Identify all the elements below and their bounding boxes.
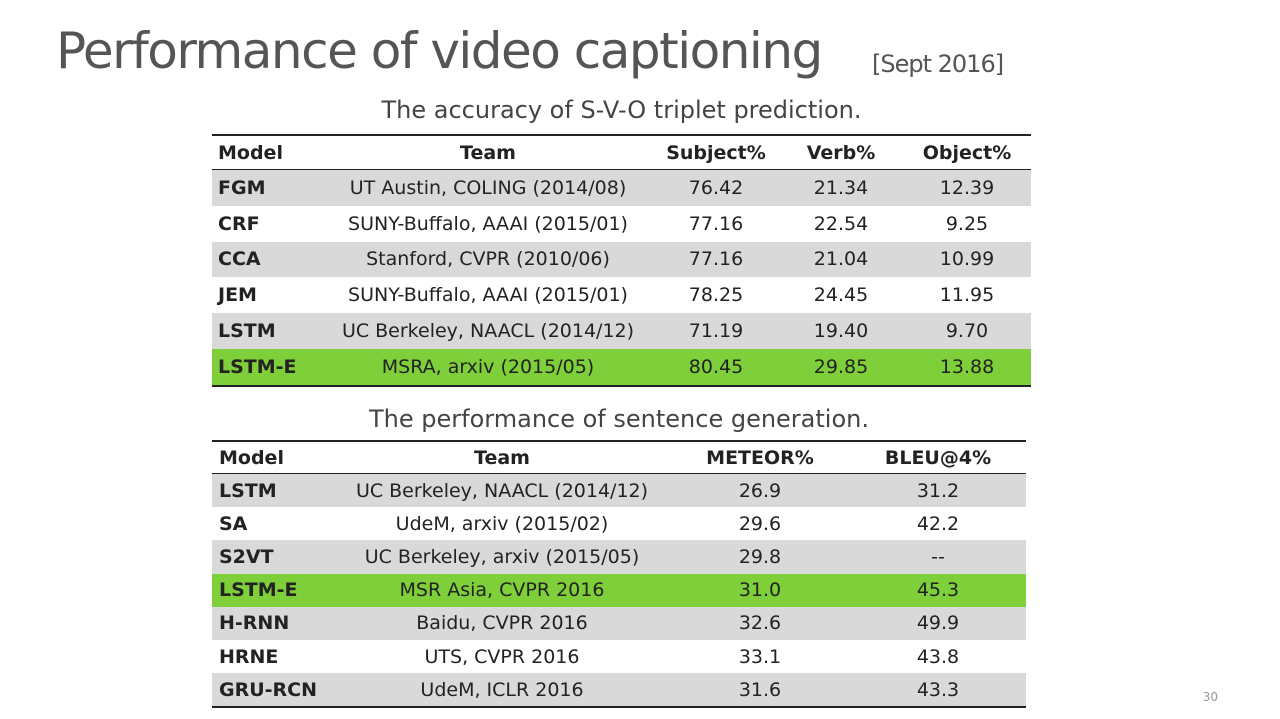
table-cell: UdeM, arxiv (2015/02) [395, 512, 609, 535]
table-cell: 76.42 [688, 176, 744, 199]
table-rule [212, 384, 1031, 387]
header-row: Model Team METEOR% BLEU@4% [0, 441, 1280, 474]
column-header: Model [218, 141, 283, 164]
table-row: LSTM UC Berkeley, NAACL (2014/12) 26.9 31.2 [212, 474, 1026, 509]
table-cell: 21.34 [813, 176, 869, 199]
header-row: Model Team Subject% Verb% Object% [0, 135, 1280, 170]
column-header: Verb% [806, 141, 876, 164]
table-cell: 19.40 [813, 320, 869, 343]
table-cell: UC Berkeley, arxiv (2015/05) [364, 545, 640, 568]
table-cell: 33.1 [738, 645, 782, 668]
table-cell: UC Berkeley, NAACL (2014/12) [355, 479, 649, 502]
table-cell: 11.95 [939, 284, 995, 307]
table-row: LSTM-E MSR Asia, CVPR 2016 31.0 45.3 [212, 573, 1026, 608]
model-cell: FGM [218, 176, 266, 199]
table-row: CCA Stanford, CVPR (2010/06) 77.16 21.04 10.… [212, 241, 1031, 279]
column-header: BLEU@4% [884, 446, 992, 469]
table-caption: The performance of sentence generation. [369, 405, 869, 433]
table-cell: -- [931, 545, 945, 568]
table-cell: 9.25 [945, 212, 989, 235]
table-cell: 12.39 [939, 176, 995, 199]
table-row: H-RNN Baidu, CVPR 2016 32.6 49.9 [212, 606, 1026, 641]
table-row: JEM SUNY-Buffalo, AAAI (2015/01) 78.25 24.4… [212, 277, 1031, 315]
table-cell: 26.9 [738, 479, 782, 502]
model-cell: LSTM-E [219, 579, 298, 602]
table-cell: 10.99 [939, 248, 995, 271]
column-header: METEOR% [706, 446, 814, 469]
table-cell: 29.85 [813, 355, 869, 378]
table-cell: UT Austin, COLING (2014/08) [349, 176, 627, 199]
table-cell: Baidu, CVPR 2016 [416, 612, 588, 635]
table-cell: 42.2 [916, 512, 960, 535]
model-cell: H-RNN [219, 612, 290, 635]
model-cell: GRU-RCN [219, 678, 318, 701]
page-number: 30 [1202, 690, 1218, 704]
model-cell: LSTM [218, 320, 276, 343]
model-cell: SA [219, 512, 248, 535]
table-cell: 80.45 [688, 355, 744, 378]
table-row: LSTM-E MSRA, arxiv (2015/05) 80.45 29.85 13.… [212, 349, 1031, 386]
table-cell: SUNY-Buffalo, AAAI (2015/01) [348, 284, 628, 307]
table-cell: 77.16 [688, 212, 744, 235]
table-cell: 31.6 [738, 678, 782, 701]
model-cell: S2VT [219, 545, 274, 568]
table-cell: 22.54 [813, 212, 869, 235]
slide-date: [Sept 2016] [872, 50, 1004, 78]
column-header: Team [460, 141, 516, 164]
model-cell: LSTM-E [218, 355, 297, 378]
table-cell: 45.3 [916, 579, 960, 602]
table-cell: 43.8 [916, 645, 960, 668]
table-cell: UC Berkeley, NAACL (2014/12) [341, 320, 635, 343]
table-rule [212, 440, 1026, 442]
table-cell: MSRA, arxiv (2015/05) [381, 355, 595, 378]
table-cell: 13.88 [939, 355, 995, 378]
column-header: Model [219, 446, 284, 469]
table-cell: 21.04 [813, 248, 869, 271]
table-row: HRNE UTS, CVPR 2016 33.1 43.8 [212, 640, 1026, 675]
column-header: Object% [922, 141, 1012, 164]
table-rule [212, 134, 1031, 136]
model-cell: CRF [218, 212, 260, 235]
table-cell: 71.19 [688, 320, 744, 343]
table-row: CRF SUNY-Buffalo, AAAI (2015/01) 77.16 22.5… [212, 205, 1031, 243]
column-header: Subject% [666, 141, 766, 164]
model-cell: JEM [218, 284, 257, 307]
table-cell: 32.6 [738, 612, 782, 635]
model-cell: LSTM [219, 479, 277, 502]
table-row: S2VT UC Berkeley, arxiv (2015/05) 29.8 -- [212, 540, 1026, 575]
model-cell: CCA [218, 248, 261, 271]
table-row: FGM UT Austin, COLING (2014/08) 76.42 21.34… [212, 170, 1031, 207]
table-cell: Stanford, CVPR (2010/06) [366, 248, 610, 271]
table-rule [212, 706, 1026, 709]
table-cell: 9.70 [945, 320, 989, 343]
table-cell: SUNY-Buffalo, AAAI (2015/01) [348, 212, 628, 235]
table-cell: 43.3 [916, 678, 960, 701]
table-cell: UdeM, ICLR 2016 [420, 678, 584, 701]
table-caption: The accuracy of S-V-O triplet prediction… [381, 96, 862, 124]
table-cell: 29.8 [738, 545, 782, 568]
table-row: GRU-RCN UdeM, ICLR 2016 31.6 43.3 [212, 673, 1026, 708]
slide-title: Performance of video captioning [56, 22, 823, 80]
table-cell: MSR Asia, CVPR 2016 [399, 579, 605, 602]
table-cell: 31.2 [916, 479, 960, 502]
table-cell: 31.0 [738, 579, 782, 602]
table-cell: 77.16 [688, 248, 744, 271]
table-row: SA UdeM, arxiv (2015/02) 29.6 42.2 [212, 507, 1026, 542]
table-cell: 29.6 [738, 512, 782, 535]
model-cell: HRNE [219, 645, 279, 668]
table-cell: 78.25 [688, 284, 744, 307]
table-cell: 49.9 [916, 612, 960, 635]
table-cell: 24.45 [813, 284, 869, 307]
table-row: LSTM UC Berkeley, NAACL (2014/12) 71.19 19.… [212, 313, 1031, 350]
column-header: Team [474, 446, 530, 469]
table-cell: UTS, CVPR 2016 [424, 645, 580, 668]
